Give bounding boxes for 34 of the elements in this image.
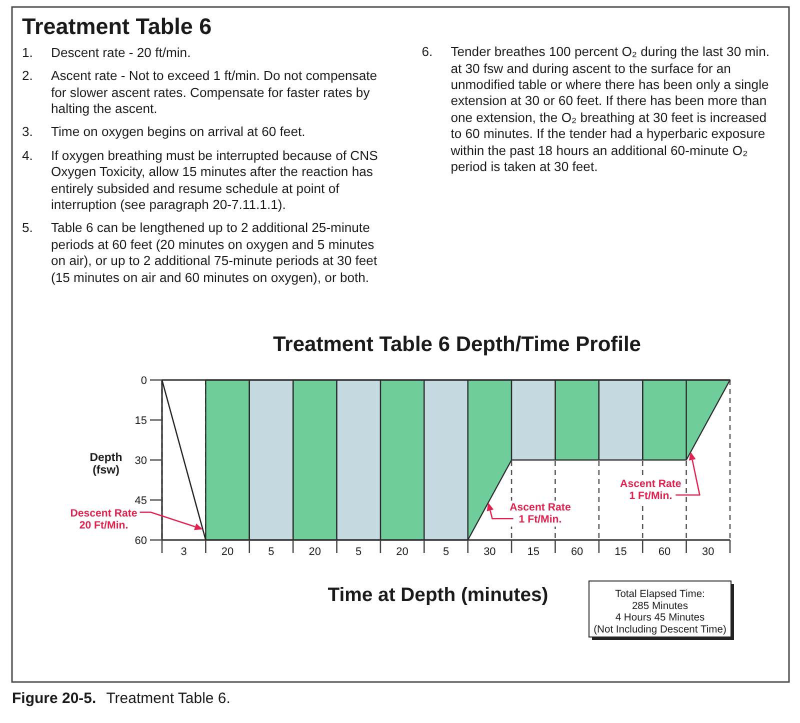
- text: Total Elapsed Time: 285 Minutes 4 Hours 45 Minutes (Not Including Descent Time): [594, 589, 726, 636]
- x-tick-label: 20: [221, 546, 234, 558]
- chart-title: Treatment Table 6 Depth/Time Profile: [273, 333, 641, 356]
- y-tick-label: 60: [134, 535, 147, 547]
- annotation: Ascent Rate 1 Ft/Min.: [510, 502, 571, 526]
- text: 6. Tender breathes 100 percent O₂ during the last 30 min. at 30 fsw and during ascent to the surface for an unmodified table or where there has been only a single extension at 30 or 60 feet. If there has been more than one extension, the O₂ breathing at 30 feet is increased to 60 minutes. If the tender had a hyperbaric exposure within the past 18 hours an additional 60-minute O₂ period is taken at 30 feet.: [422, 44, 770, 174]
- text: Descent Rate 20 Ft/Min.: [70, 507, 138, 532]
- text: Treatment Table 6.: [106, 690, 230, 707]
- x-tick-label: 60: [658, 546, 671, 558]
- text: 1. Descent rate - 20 ft/min.: [22, 44, 191, 60]
- text: 3. Time on oxygen begins on arrival at 60 feet.: [22, 124, 306, 140]
- annotation: Ascent Rate 1 Ft/Min.: [620, 478, 682, 502]
- y-tick-label: 0: [140, 375, 147, 387]
- text: 2. Ascent rate - Not to exceed 1 ft/min. Do not compensate for slower ascent rates. Compensate for faster rates by halting the ascent.: [22, 68, 378, 116]
- x-tick-label: 15: [614, 546, 627, 558]
- x-axis-title: Time at Depth (minutes): [328, 584, 548, 606]
- x-tick-label: 30: [702, 546, 714, 558]
- x-tick-label: 20: [308, 546, 322, 558]
- x-tick-label: 5: [442, 546, 450, 558]
- x-tick-label: 5: [268, 546, 274, 558]
- x-tick-label: 15: [527, 546, 540, 558]
- caption: Figure 20-5.: [12, 690, 96, 707]
- y-tick-label: 30: [134, 455, 147, 467]
- text: 5. Table 6 can be lengthened up to 2 additional 25-minute periods at 60 feet (20 minutes on oxygen and 5 minutes on air), or up to 2 additional 75-minute periods at 30 feet (15 minutes on air and 60 minutes on oxygen), or both.: [22, 220, 378, 285]
- x-tick-label: 30: [484, 546, 496, 558]
- y-tick-label: 15: [134, 415, 147, 427]
- text: 4. If oxygen breathing must be interrupted because of CNS Oxygen Toxicity, allow 15 minutes after the reaction has entirely subsided and resume schedule at point of interruption (see paragraph 20-7.11.1.1).: [22, 148, 378, 212]
- y-tick-label: 45: [134, 495, 147, 507]
- x-tick-label: 20: [396, 546, 408, 558]
- x-tick-label: 5: [356, 546, 362, 558]
- y-axis-title: Depth (fsw): [90, 452, 122, 476]
- x-tick-label: 3: [180, 546, 187, 558]
- text: Treatment Table 6: [22, 14, 212, 39]
- x-tick-label: 60: [570, 546, 584, 558]
